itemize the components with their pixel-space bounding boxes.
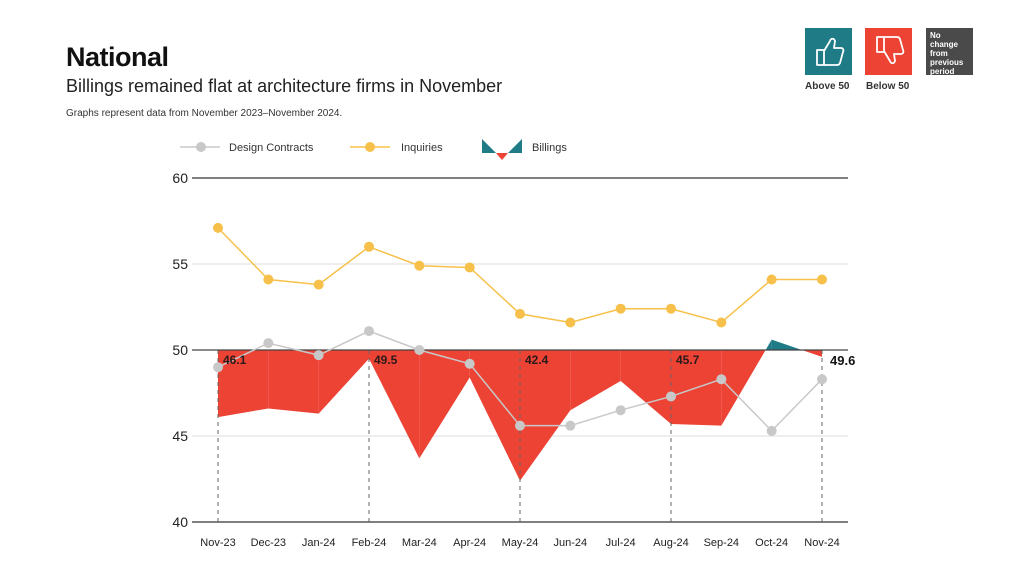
above-50-badge bbox=[805, 28, 852, 75]
point-design-contracts bbox=[515, 420, 525, 431]
legend-label-design-contracts: Design Contracts bbox=[229, 142, 314, 154]
billings-area-above bbox=[765, 339, 772, 350]
point-inquiries bbox=[263, 274, 274, 285]
point-design-contracts bbox=[666, 391, 676, 402]
x-tick-label: Jun-24 bbox=[554, 537, 588, 549]
point-design-contracts bbox=[716, 374, 727, 385]
billings-area-below bbox=[721, 350, 766, 426]
point-inquiries bbox=[766, 274, 777, 285]
legend-billings-down-triangle bbox=[496, 153, 508, 160]
billings-area bbox=[218, 339, 822, 481]
data-range-note: Graphs represent data from November 2023… bbox=[66, 108, 343, 119]
legend-label-inquiries: Inquiries bbox=[401, 142, 443, 154]
point-design-contracts bbox=[464, 358, 475, 369]
billings-area-below bbox=[620, 350, 671, 424]
x-tick-label: Sep-24 bbox=[704, 537, 739, 549]
point-inquiries bbox=[464, 262, 475, 273]
x-tick-label: Dec-23 bbox=[251, 537, 286, 549]
y-tick-label: 40 bbox=[172, 514, 188, 530]
billings-area-below bbox=[318, 350, 369, 414]
page-title: National bbox=[66, 42, 169, 72]
point-inquiries bbox=[213, 222, 223, 233]
point-inquiries bbox=[313, 279, 324, 290]
point-inquiries bbox=[817, 274, 827, 285]
billings-area-below bbox=[268, 350, 319, 414]
legend-billings-left-triangle bbox=[482, 139, 496, 153]
x-tick-label: Jan-24 bbox=[302, 537, 336, 549]
x-tick-label: Jul-24 bbox=[606, 537, 636, 549]
point-design-contracts bbox=[766, 425, 777, 436]
line-inquiries bbox=[217, 227, 822, 324]
data-label-Nov-23: 46.1 bbox=[223, 353, 247, 367]
point-design-contracts bbox=[565, 420, 576, 431]
point-inquiries bbox=[615, 303, 626, 314]
below-50-label: Below 50 bbox=[866, 81, 910, 92]
y-tick-label: 60 bbox=[172, 170, 188, 186]
x-tick-label: Aug-24 bbox=[653, 537, 688, 549]
thumbs-down-icon bbox=[876, 36, 905, 65]
point-design-contracts bbox=[213, 362, 223, 373]
legend-item-billings: Billings bbox=[482, 139, 567, 160]
below-50-badge bbox=[865, 28, 912, 75]
point-design-contracts bbox=[263, 338, 274, 349]
legend-marker-inquiries bbox=[365, 142, 375, 152]
point-inquiries bbox=[565, 317, 576, 328]
point-inquiries bbox=[716, 317, 727, 328]
legend-marker-design-contracts bbox=[196, 142, 206, 152]
x-tick-label: Apr-24 bbox=[453, 537, 486, 549]
point-inquiries bbox=[515, 308, 525, 319]
billings-area-below bbox=[218, 350, 269, 418]
billings-area-below bbox=[369, 350, 420, 459]
point-design-contracts bbox=[364, 326, 374, 337]
page-subtitle: Billings remained flat at architecture f… bbox=[66, 76, 503, 96]
no-change-badge: No change from previous period bbox=[926, 28, 973, 76]
series-lines bbox=[213, 222, 827, 436]
y-tick-label: 50 bbox=[172, 342, 188, 358]
x-tick-label: Oct-24 bbox=[755, 537, 788, 549]
x-tick-label: May-24 bbox=[502, 537, 539, 549]
billings-area-above bbox=[771, 339, 802, 350]
billings-area-below bbox=[520, 350, 571, 481]
above-50-label: Above 50 bbox=[805, 81, 850, 92]
x-tick-label: Nov-24 bbox=[804, 537, 839, 549]
data-label-Feb-24: 49.5 bbox=[374, 353, 398, 367]
point-inquiries bbox=[414, 260, 425, 271]
data-label-Aug-24: 45.7 bbox=[676, 353, 700, 367]
point-design-contracts bbox=[817, 374, 827, 385]
legend-item-design-contracts: Design Contracts bbox=[180, 142, 314, 154]
y-axis-ticks: 40 45 50 55 60 bbox=[172, 170, 188, 530]
point-inquiries bbox=[364, 241, 374, 252]
x-tick-label: Feb-24 bbox=[352, 537, 387, 549]
thumbs-up-icon bbox=[816, 37, 845, 66]
point-design-contracts bbox=[414, 345, 425, 355]
point-design-contracts bbox=[615, 405, 626, 416]
x-tick-label: Mar-24 bbox=[402, 537, 437, 549]
legend-label-billings: Billings bbox=[532, 142, 567, 154]
legend-billings-right-triangle bbox=[508, 139, 522, 153]
x-axis-ticks: Nov-23 Dec-23 Jan-24 Feb-24 Mar-24 Apr-24 May-… bbox=[200, 537, 839, 549]
billings-area-below bbox=[419, 350, 470, 459]
legend-item-inquiries: Inquiries bbox=[350, 142, 443, 154]
billings-area-below bbox=[469, 350, 520, 481]
x-tick-label: Nov-23 bbox=[200, 537, 235, 549]
billings-area-below bbox=[570, 350, 621, 411]
chart-legend: Design Contracts Inquiries Billings bbox=[180, 139, 567, 160]
y-tick-label: 55 bbox=[172, 256, 188, 272]
point-design-contracts bbox=[313, 350, 324, 361]
data-labels: 46.1 49.5 42.4 45.7 49.6 bbox=[223, 353, 855, 368]
data-label-May-24: 42.4 bbox=[525, 353, 549, 367]
data-label-Nov-24: 49.6 bbox=[830, 353, 855, 368]
y-tick-label: 45 bbox=[172, 428, 188, 444]
billings-area-below bbox=[801, 350, 822, 357]
point-inquiries bbox=[666, 303, 676, 314]
